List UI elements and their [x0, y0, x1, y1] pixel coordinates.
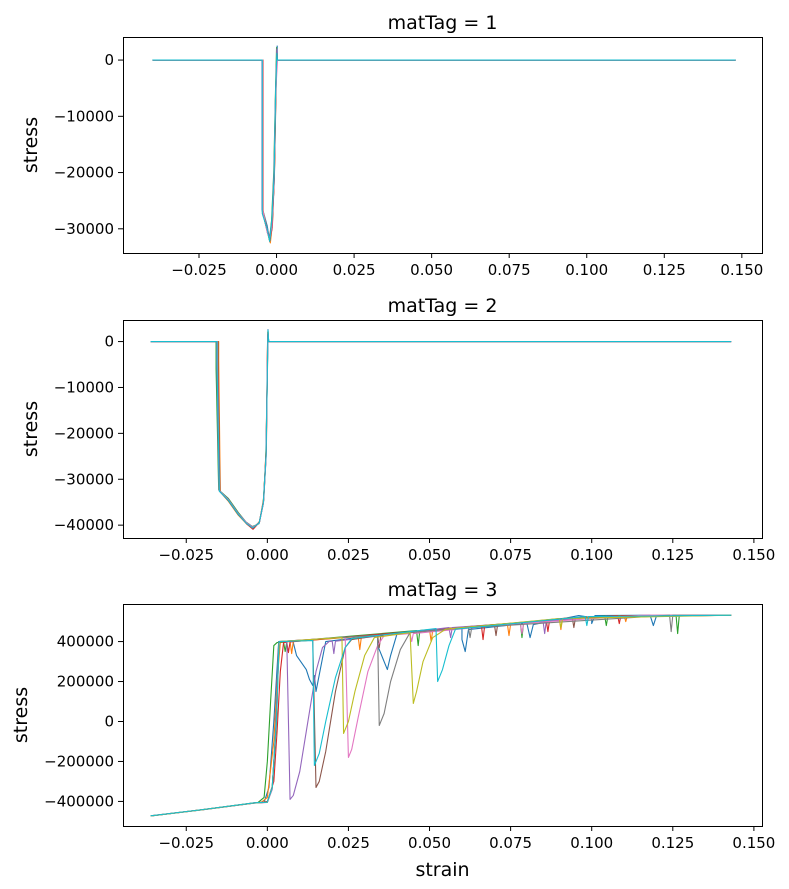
x-tick-label: 0.050: [408, 546, 451, 564]
x-tick-label: −0.025: [158, 834, 214, 852]
x-tick-label: 0.075: [488, 261, 531, 279]
chart-title: matTag = 2: [388, 295, 498, 317]
series-line-6: [150, 335, 732, 529]
x-tick-label: −0.025: [158, 546, 214, 564]
series-line-7: [152, 59, 736, 241]
x-tick-label: 0.100: [570, 546, 613, 564]
y-tick-label: 0: [104, 333, 114, 351]
x-tick-label: 0.025: [327, 546, 370, 564]
y-tick-label: 200000: [57, 673, 114, 691]
series-line-7: [150, 614, 732, 817]
x-tick-label: 0.050: [408, 834, 451, 852]
x-tick-label: 0.100: [570, 834, 613, 852]
x-tick-label: 0.000: [246, 546, 289, 564]
series-line-2: [150, 614, 732, 817]
y-tick-label: −400000: [44, 792, 114, 810]
y-tick-label: 0: [104, 712, 114, 730]
x-tick-label: 0.050: [410, 261, 453, 279]
series-line-3: [150, 330, 732, 528]
axes-frame: [123, 320, 763, 539]
series-line-7: [150, 331, 732, 528]
x-tick-label: 0.150: [720, 261, 763, 279]
series-line-6: [150, 614, 732, 817]
axes-frame: [123, 604, 763, 827]
x-tick-label: 0.150: [732, 834, 775, 852]
y-tick-label: −30000: [54, 470, 114, 488]
x-tick-label: 0.125: [651, 546, 694, 564]
x-tick-label: 0.025: [327, 834, 370, 852]
series-line-1: [150, 614, 732, 817]
series-line-4: [150, 614, 732, 817]
series-line-3: [152, 47, 736, 241]
series-line-2: [150, 331, 732, 529]
series-line-5: [150, 614, 732, 817]
y-axis-label: stress: [20, 401, 42, 457]
series-line-2: [152, 49, 736, 244]
axes-frame: [123, 37, 763, 254]
y-tick-label: −10000: [54, 378, 114, 396]
series-line-4: [150, 334, 732, 530]
x-tick-label: 0.150: [732, 546, 775, 564]
series-line-9: [150, 614, 732, 817]
series-line-8: [150, 330, 732, 529]
x-axis-label: strain: [415, 859, 469, 881]
x-tick-label: 0.100: [565, 261, 608, 279]
x-tick-label: 0.000: [255, 261, 298, 279]
chart-panel-2: −0.025 0.000 0.025 0.050 0.075 0.100 0.125 0.15…: [20, 295, 775, 564]
series-line-1: [152, 45, 736, 243]
y-tick-label: 400000: [57, 633, 114, 651]
x-tick-label: −0.025: [171, 261, 227, 279]
series-line-1: [150, 329, 732, 528]
series-line-3: [150, 614, 732, 817]
y-tick-label: −20000: [54, 424, 114, 442]
series-line-8: [150, 614, 732, 817]
series-line-4: [152, 51, 736, 240]
x-tick-label: 0.000: [246, 834, 289, 852]
x-tick-label: 0.075: [489, 546, 532, 564]
series-group: [152, 45, 736, 244]
series-group: [150, 614, 732, 817]
series-line-6: [152, 53, 736, 242]
series-line-8: [152, 52, 736, 242]
series-line-5: [150, 332, 732, 528]
chart-panel-1: −0.025 0.000 0.025 0.050 0.075 0.100 0.125 0.15…: [20, 12, 763, 279]
chart-panel-3: −0.025 0.000 0.025 0.050 0.075 0.100 0.125 0.15…: [10, 579, 775, 881]
y-tick-label: −20000: [54, 164, 114, 182]
series-group: [150, 329, 732, 530]
y-tick-label: −200000: [44, 752, 114, 770]
chart-title: matTag = 3: [388, 579, 498, 601]
x-tick-label: 0.025: [333, 261, 376, 279]
series-line-5: [152, 48, 736, 238]
y-axis-label: stress: [20, 117, 42, 173]
x-tick-label: 0.125: [643, 261, 686, 279]
chart-title: matTag = 1: [388, 12, 498, 34]
y-tick-label: −10000: [54, 107, 114, 125]
y-tick-label: −30000: [54, 220, 114, 238]
x-tick-label: 0.075: [489, 834, 532, 852]
y-tick-label: −40000: [54, 516, 114, 534]
y-tick-label: 0: [104, 51, 114, 69]
x-tick-label: 0.125: [651, 834, 694, 852]
series-line-10: [150, 614, 732, 817]
y-axis-label: stress: [10, 687, 32, 743]
